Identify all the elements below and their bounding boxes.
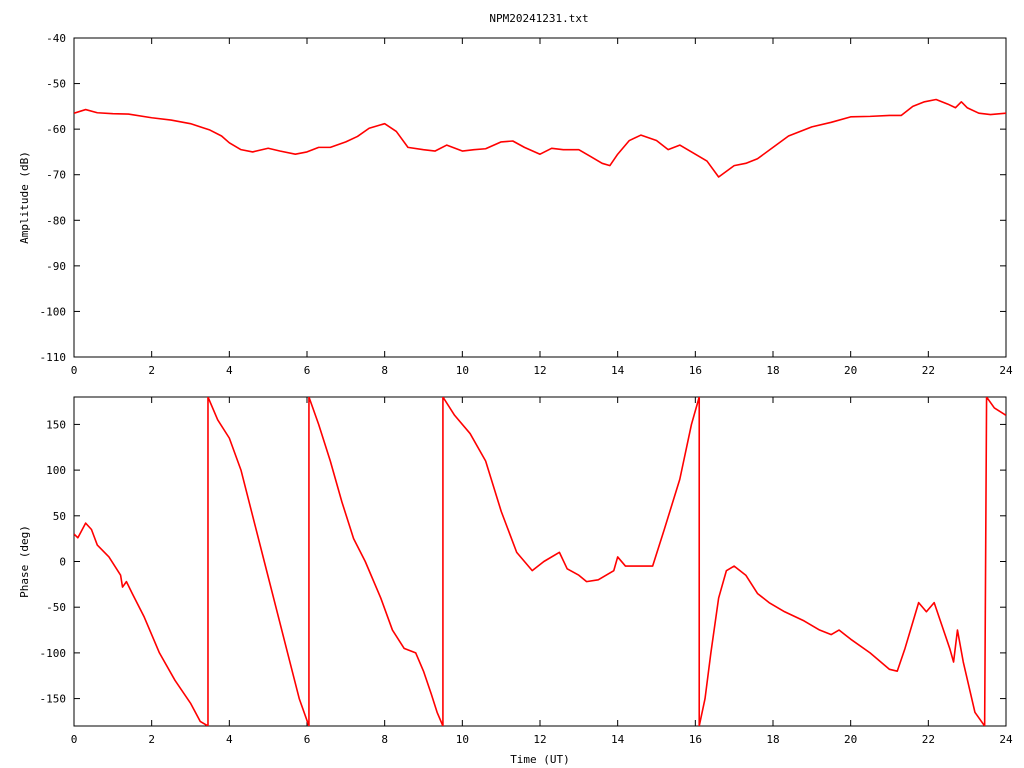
- x-tick-label: 24: [999, 733, 1013, 746]
- y-tick-label: -100: [40, 305, 67, 318]
- x-tick-label: 4: [226, 733, 233, 746]
- x-tick-label: 8: [381, 733, 388, 746]
- x-tick-label: 4: [226, 364, 233, 377]
- x-tick-label: 14: [611, 733, 625, 746]
- x-tick-label: 20: [844, 733, 857, 746]
- y-tick-label: 100: [46, 464, 66, 477]
- y-tick-label: -60: [46, 123, 66, 136]
- x-tick-label: 22: [922, 733, 935, 746]
- phase-series-line: [74, 397, 1006, 726]
- phase-plot-frame: [73, 396, 1007, 727]
- x-tick-label: 12: [533, 364, 546, 377]
- amplitude-axis-label: Amplitude (dB): [18, 151, 31, 244]
- x-tick-label: 10: [456, 733, 469, 746]
- y-tick-label: 50: [53, 510, 66, 523]
- x-tick-label: 24: [999, 364, 1013, 377]
- x-tick-label: 10: [456, 364, 469, 377]
- y-tick-label: -90: [46, 260, 66, 273]
- y-tick-label: -100: [40, 647, 67, 660]
- x-tick-label: 18: [766, 364, 779, 377]
- x-tick-label: 2: [148, 364, 155, 377]
- y-tick-label: 0: [59, 556, 66, 569]
- y-tick-label: -150: [40, 693, 67, 706]
- x-tick-label: 2: [148, 733, 155, 746]
- y-tick-label: -80: [46, 214, 66, 227]
- x-tick-label: 6: [304, 733, 311, 746]
- x-tick-label: 16: [689, 733, 702, 746]
- y-tick-label: -110: [40, 351, 67, 364]
- phase-axis-label: Phase (deg): [18, 525, 31, 598]
- time-axis-label: Time (UT): [510, 753, 570, 766]
- y-tick-label: 150: [46, 418, 66, 431]
- x-tick-label: 8: [381, 364, 388, 377]
- y-tick-label: -50: [46, 601, 66, 614]
- x-tick-label: 18: [766, 733, 779, 746]
- x-tick-label: 14: [611, 364, 625, 377]
- x-tick-label: 0: [71, 364, 78, 377]
- amplitude-panel: 0 2 4 6 8 10 12 14 16 18 20 22 24-40-50-60-70-80-90-…: [18, 32, 1013, 377]
- x-tick-label: 6: [304, 364, 311, 377]
- x-tick-label: 16: [689, 364, 702, 377]
- y-tick-label: -40: [46, 32, 66, 45]
- phase-panel: 0 2 4 6 8 10 12 14 16 18 20 22 24150100500-50-100-15…: [18, 396, 1013, 766]
- x-tick-label: 12: [533, 733, 546, 746]
- y-tick-label: -70: [46, 169, 66, 182]
- amplitude-plot-frame: [73, 37, 1007, 358]
- y-tick-label: -50: [46, 78, 66, 91]
- x-tick-label: 20: [844, 364, 857, 377]
- chart-title: NPM20241231.txt: [489, 12, 588, 25]
- x-tick-label: 22: [922, 364, 935, 377]
- amplitude-series-line: [74, 98, 1006, 178]
- x-tick-label: 0: [71, 733, 78, 746]
